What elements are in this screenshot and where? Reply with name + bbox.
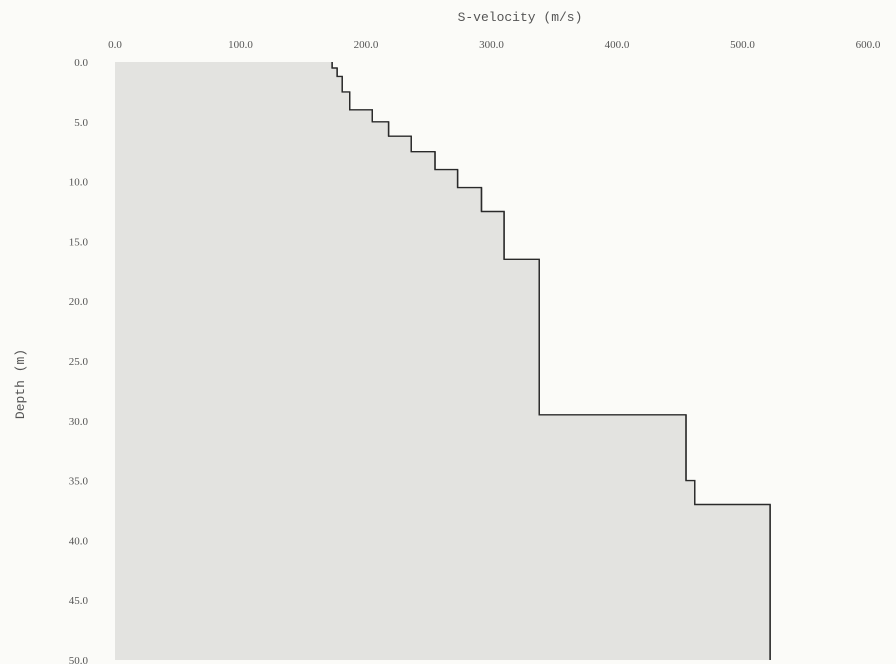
y-tick-label: 15.0	[69, 236, 89, 248]
y-tick-label: 30.0	[69, 416, 89, 428]
y-tick-label: 0.0	[74, 57, 88, 69]
x-tick-label: 400.0	[605, 39, 630, 51]
x-tick-label: 0.0	[108, 39, 122, 51]
velocity-area	[115, 62, 771, 660]
x-tick-label: 500.0	[730, 39, 755, 51]
y-axis-title: Depth (m)	[13, 349, 28, 419]
x-axis-title: S-velocity (m/s)	[458, 10, 583, 25]
x-tick-label: 300.0	[479, 39, 504, 51]
y-tick-label: 20.0	[69, 296, 89, 308]
x-tick-labels: 0.0 100.0 200.0 300.0 400.0 500.0 600.0	[108, 39, 881, 51]
y-tick-label: 10.0	[69, 177, 89, 189]
y-tick-label: 50.0	[69, 655, 89, 664]
plot-area	[115, 62, 771, 660]
y-tick-label: 5.0	[74, 117, 88, 129]
y-tick-label: 40.0	[69, 535, 89, 547]
x-tick-label: 100.0	[228, 39, 253, 51]
y-tick-label: 25.0	[69, 356, 89, 368]
y-tick-label: 45.0	[69, 595, 89, 607]
x-tick-label: 200.0	[354, 39, 379, 51]
x-tick-label: 600.0	[856, 39, 881, 51]
y-tick-label: 35.0	[69, 476, 89, 488]
y-tick-labels: 0.0 5.0 10.0 15.0 20.0 25.0 30.0 35.0 40.0 45.0 50…	[69, 57, 89, 664]
